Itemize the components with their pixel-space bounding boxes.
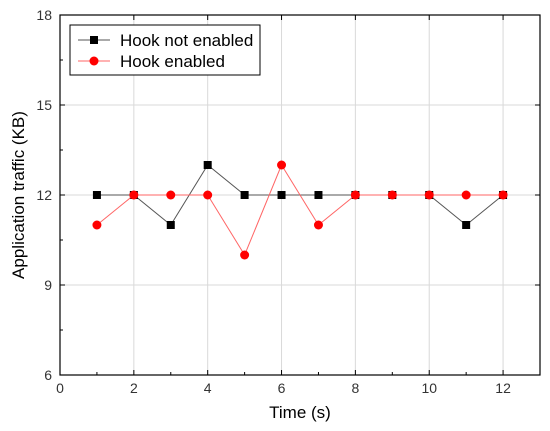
x-axis-label: Time (s)	[269, 403, 331, 422]
data-point	[129, 190, 139, 200]
series-2	[92, 160, 508, 260]
legend-item-2: Hook enabled	[78, 52, 225, 71]
y-tick-label: 6	[44, 367, 52, 383]
data-point	[92, 220, 102, 230]
x-tick-label: 10	[421, 380, 437, 396]
data-point	[461, 190, 471, 200]
legend-marker	[89, 56, 99, 66]
data-point	[277, 160, 287, 170]
y-tick-label: 9	[44, 277, 52, 293]
x-tick-label: 4	[204, 380, 212, 396]
data-point	[203, 190, 213, 200]
legend-marker	[90, 36, 98, 44]
data-point	[203, 161, 212, 169]
data-point	[92, 191, 101, 199]
data-point	[313, 220, 323, 230]
data-point	[277, 191, 286, 199]
legend: Hook not enabled Hook enabled	[69, 24, 261, 76]
legend-label: Hook enabled	[120, 52, 225, 71]
axis-ticks: 0 2 4 6 8 10 12 6 9 12 15 18	[36, 7, 540, 396]
data-point	[166, 190, 176, 200]
data-point	[350, 190, 360, 200]
data-point	[240, 250, 250, 260]
data-point	[462, 221, 471, 229]
series-line	[96, 163, 504, 257]
y-tick-label: 12	[36, 187, 52, 203]
x-tick-label: 12	[495, 380, 511, 396]
y-tick-label: 15	[36, 97, 52, 113]
data-point	[166, 221, 175, 229]
y-tick-label: 18	[36, 7, 52, 23]
legend-box	[69, 24, 261, 76]
x-tick-label: 0	[56, 380, 64, 396]
data-point	[498, 190, 508, 200]
data-point	[424, 190, 434, 200]
legend-label: Hook not enabled	[120, 31, 253, 50]
x-tick-label: 8	[351, 380, 359, 396]
x-tick-label: 6	[278, 380, 286, 396]
y-axis-label: Application traffic (KB)	[9, 111, 28, 279]
data-point	[314, 191, 323, 199]
x-tick-label: 2	[130, 380, 138, 396]
data-point	[387, 190, 397, 200]
data-point	[240, 191, 249, 199]
legend-item-1: Hook not enabled	[78, 31, 253, 50]
series-layer	[92, 160, 508, 260]
